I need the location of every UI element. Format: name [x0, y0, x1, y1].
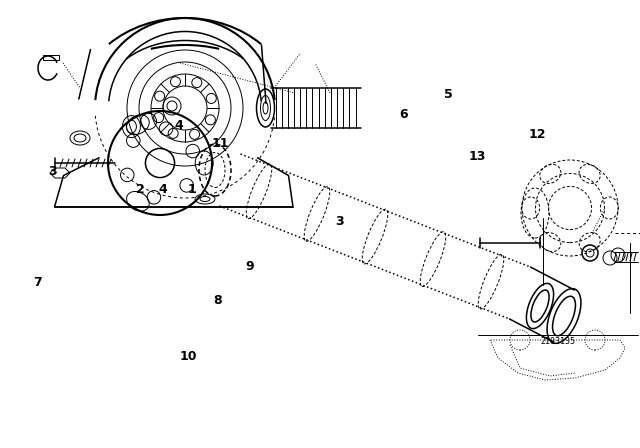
- Text: 8: 8: [213, 293, 222, 307]
- Text: 11: 11: [212, 137, 230, 150]
- Text: 10: 10: [180, 349, 198, 363]
- Text: 4: 4: [175, 119, 184, 132]
- Text: 4: 4: [159, 182, 168, 196]
- Bar: [43, 55, 59, 60]
- Text: 7: 7: [33, 276, 42, 289]
- Text: 1: 1: [188, 182, 196, 196]
- Text: 3: 3: [335, 215, 344, 228]
- Text: 2103135: 2103135: [541, 337, 575, 346]
- Text: 3: 3: [48, 165, 57, 178]
- Text: 6: 6: [399, 108, 408, 121]
- Text: 2: 2: [136, 182, 145, 196]
- Text: 5: 5: [444, 87, 452, 101]
- Text: 9: 9: [245, 260, 254, 273]
- Text: 12: 12: [529, 128, 547, 141]
- Text: 13: 13: [468, 150, 486, 164]
